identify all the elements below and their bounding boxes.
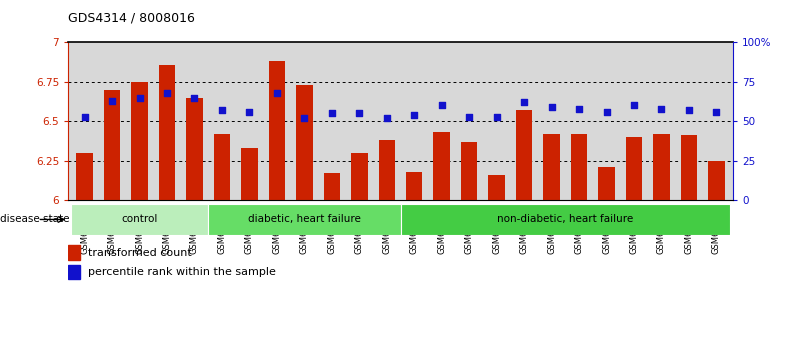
Text: non-diabetic, heart failure: non-diabetic, heart failure — [497, 215, 634, 224]
Bar — [708, 161, 725, 200]
Bar — [324, 173, 340, 200]
Point — [710, 109, 723, 115]
Bar — [159, 64, 175, 200]
Bar — [571, 134, 587, 200]
Text: GDS4314 / 8008016: GDS4314 / 8008016 — [68, 12, 195, 25]
Point — [243, 109, 256, 115]
Bar — [379, 140, 395, 200]
Point — [133, 95, 146, 101]
Bar — [406, 172, 422, 200]
Bar — [214, 134, 230, 200]
Bar — [208, 204, 400, 235]
Point — [628, 103, 641, 108]
Bar — [186, 98, 203, 200]
Point — [215, 107, 228, 113]
Point — [545, 104, 558, 110]
Point — [325, 110, 338, 116]
Bar — [296, 85, 312, 200]
Bar — [433, 132, 450, 200]
Bar — [543, 134, 560, 200]
Point — [78, 114, 91, 119]
Bar — [68, 265, 80, 280]
Point — [573, 106, 586, 112]
Bar — [489, 175, 505, 200]
Point — [271, 90, 284, 96]
Point — [106, 98, 119, 104]
Bar — [70, 204, 208, 235]
Bar — [68, 245, 80, 260]
Bar — [598, 167, 615, 200]
Bar — [268, 61, 285, 200]
Point — [682, 107, 695, 113]
Point — [517, 99, 530, 105]
Point — [408, 112, 421, 118]
Point — [600, 109, 613, 115]
Bar — [654, 134, 670, 200]
Text: control: control — [121, 215, 158, 224]
Point — [380, 115, 393, 121]
Point — [160, 90, 173, 96]
Bar — [76, 153, 93, 200]
Text: disease state: disease state — [0, 215, 70, 224]
Point — [188, 95, 201, 101]
Bar — [516, 110, 533, 200]
Bar — [351, 153, 368, 200]
Bar — [131, 82, 147, 200]
Bar — [104, 90, 120, 200]
Bar — [681, 136, 697, 200]
Text: transformed count: transformed count — [88, 247, 192, 258]
Bar — [626, 137, 642, 200]
Point — [463, 114, 476, 119]
Point — [655, 106, 668, 112]
Point — [353, 110, 366, 116]
Point — [298, 115, 311, 121]
Text: diabetic, heart failure: diabetic, heart failure — [248, 215, 360, 224]
Bar — [400, 204, 731, 235]
Point — [490, 114, 503, 119]
Text: percentile rank within the sample: percentile rank within the sample — [88, 267, 276, 277]
Bar — [461, 142, 477, 200]
Bar — [241, 148, 258, 200]
Point — [435, 103, 448, 108]
